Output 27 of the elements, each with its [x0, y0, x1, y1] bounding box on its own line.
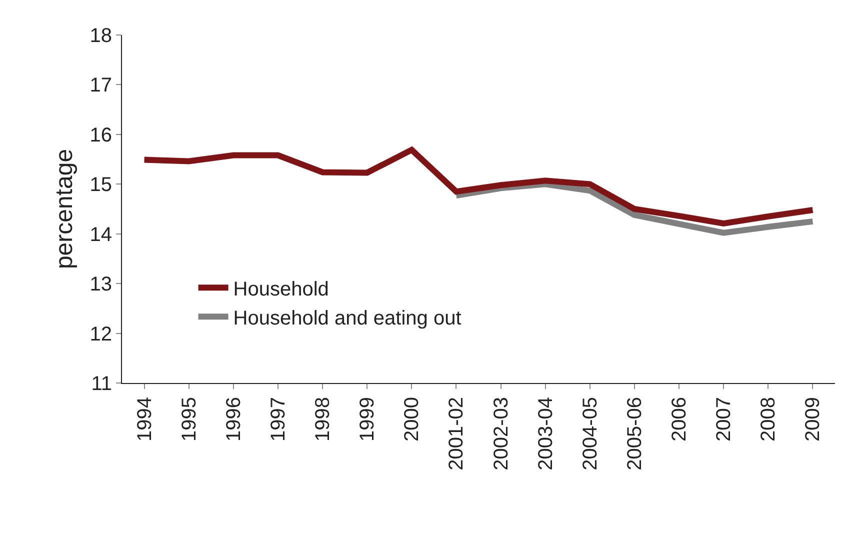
- x-tick-label: 1999: [356, 397, 379, 442]
- x-tick-label: 1997: [267, 397, 290, 442]
- x-tick-label: 1994: [134, 397, 156, 442]
- y-tick-label: 15: [90, 174, 112, 196]
- x-tick-label: 2007: [713, 397, 736, 442]
- x-tick-label: 2001-02: [446, 397, 468, 470]
- y-tick-label: 16: [90, 124, 112, 146]
- x-tick-label: 1998: [312, 397, 334, 442]
- x-tick-label: 2005-06: [624, 397, 646, 470]
- y-tick-label: 12: [90, 323, 112, 346]
- x-tick-label: 2006: [668, 397, 691, 442]
- y-tick-label: 13: [90, 274, 112, 296]
- x-tick-label: 1995: [178, 397, 200, 442]
- legend-label: Household and eating out: [233, 307, 462, 330]
- x-tick-label: 2009: [802, 397, 824, 442]
- y-tick-label: 11: [91, 373, 112, 395]
- y-axis-title: percentage: [50, 148, 78, 270]
- y-tick-label: 18: [90, 25, 112, 47]
- x-tick-label: 1996: [222, 397, 245, 442]
- y-tick-label: 17: [90, 74, 112, 97]
- x-tick-label: 2002-03: [490, 397, 512, 470]
- y-tick-label: 14: [90, 224, 112, 246]
- x-tick-label: 2004-05: [579, 397, 602, 470]
- x-tick-label: 2008: [758, 397, 780, 442]
- x-tick-label: 2000: [401, 397, 424, 442]
- legend-label: Household: [233, 278, 329, 300]
- x-tick-label: 2003-04: [534, 397, 557, 470]
